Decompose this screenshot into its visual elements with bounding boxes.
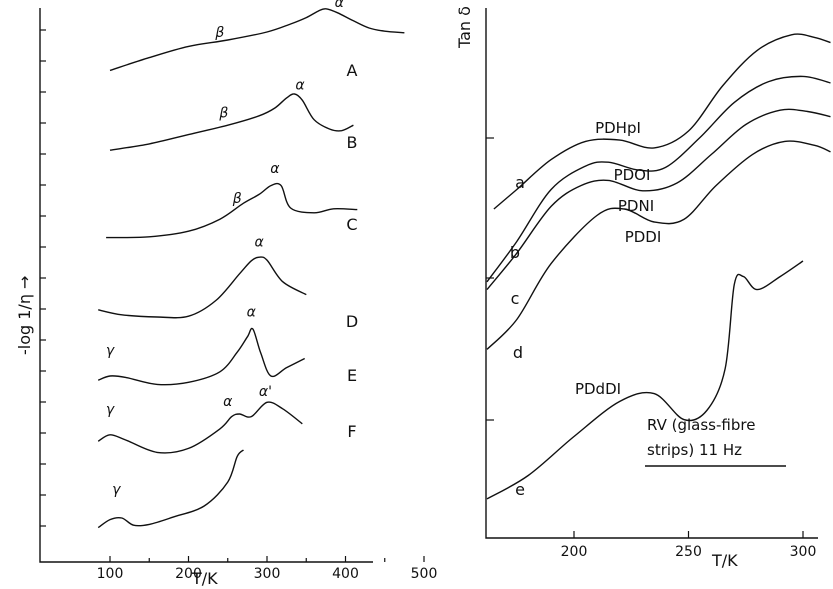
curve-PDOI xyxy=(486,75,831,283)
curve-PDNI xyxy=(486,108,831,291)
left-peak-labels: β α β α β α α γ α γ α α' γ xyxy=(106,0,345,498)
left-panel: 100 200 300 400 500 A B C D E F β α β α β α α γ α γ α α' γ T/… xyxy=(15,0,437,588)
right-curves xyxy=(486,33,831,500)
row-letter-A: A xyxy=(347,61,358,80)
curve-C xyxy=(106,182,358,239)
curve-letter-d: d xyxy=(513,343,523,362)
left-x-axis-title: T/K xyxy=(191,569,218,588)
row-letter-D: D xyxy=(346,312,358,331)
peak-label: β xyxy=(214,25,224,41)
left-y-ticks xyxy=(40,29,46,527)
annotation-line-2: strips) 11 Hz xyxy=(647,441,742,459)
curve-letter-e: e xyxy=(515,480,525,499)
curve-letter-b: b xyxy=(510,243,520,262)
left-x-tick-label: 300 xyxy=(254,566,281,582)
curve-letter-c: c xyxy=(511,289,520,308)
series-name-PDHpI: PDHpI xyxy=(595,119,641,137)
left-x-tick-label: 200 xyxy=(175,566,202,582)
right-x-axis-title: T/K xyxy=(711,551,738,570)
curve-letter-a: a xyxy=(515,173,525,192)
left-x-tick-label: 400 xyxy=(332,566,359,582)
peak-label: β xyxy=(232,191,242,207)
curve-B xyxy=(109,93,354,151)
peak-label: γ xyxy=(106,343,115,359)
right-y-axis-title: Tan δ xyxy=(455,6,474,49)
left-curves xyxy=(97,8,405,529)
series-name-PDOI: PDOI xyxy=(614,166,651,184)
right-panel: 200 250 300 a PDHpI b PDOI c PDNI d PDDI e PDdDI T/… xyxy=(455,6,831,570)
series-name-PDdDI: PDdDI xyxy=(575,380,621,398)
peak-label: α xyxy=(255,234,265,250)
right-panel-frame xyxy=(485,8,818,539)
peak-label: α xyxy=(295,77,305,93)
peak-label: γ xyxy=(106,402,115,418)
right-y-ticks xyxy=(486,137,494,421)
curve-F xyxy=(97,401,303,454)
curve-D xyxy=(98,256,307,319)
left-row-letters: A B C D E F xyxy=(346,61,358,441)
left-x-tick-label: 100 xyxy=(97,566,124,582)
left-x-ticks: 100 200 300 400 500 xyxy=(97,556,438,582)
series-name-PDDI: PDDI xyxy=(625,228,662,246)
left-panel-frame xyxy=(39,8,373,563)
right-x-tick-label: 250 xyxy=(675,544,702,560)
peak-label: α xyxy=(223,394,233,410)
curve-E xyxy=(97,327,306,386)
right-curve-labels: a PDHpI b PDOI c PDNI d PDDI e PDdDI xyxy=(510,119,661,499)
right-x-ticks: 200 250 300 xyxy=(561,531,817,560)
series-name-PDNI: PDNI xyxy=(618,197,654,215)
curve-PDdDI xyxy=(486,260,804,500)
left-y-axis-title: -log 1/η → xyxy=(15,276,34,355)
row-letter-E: E xyxy=(347,366,357,385)
curve-A xyxy=(109,8,405,72)
row-letter-C: C xyxy=(346,215,357,234)
left-x-tick-label: 500 xyxy=(411,566,438,582)
peak-label: γ xyxy=(112,482,121,498)
row-letter-F: F xyxy=(347,422,356,441)
peak-label: α xyxy=(270,161,280,177)
annotation-line-1: RV (glass-fibre xyxy=(647,416,755,434)
row-letter-B: B xyxy=(347,133,358,152)
right-x-tick-label: 200 xyxy=(561,544,588,560)
peak-label: α xyxy=(335,0,345,11)
curve-bottom xyxy=(97,449,244,529)
peak-label: α xyxy=(247,305,257,321)
peak-label: β xyxy=(218,105,228,121)
peak-label: α' xyxy=(259,384,272,400)
curve-PDHpI xyxy=(493,33,831,210)
curve-PDDI xyxy=(486,140,831,350)
right-x-tick-label: 300 xyxy=(790,544,817,560)
